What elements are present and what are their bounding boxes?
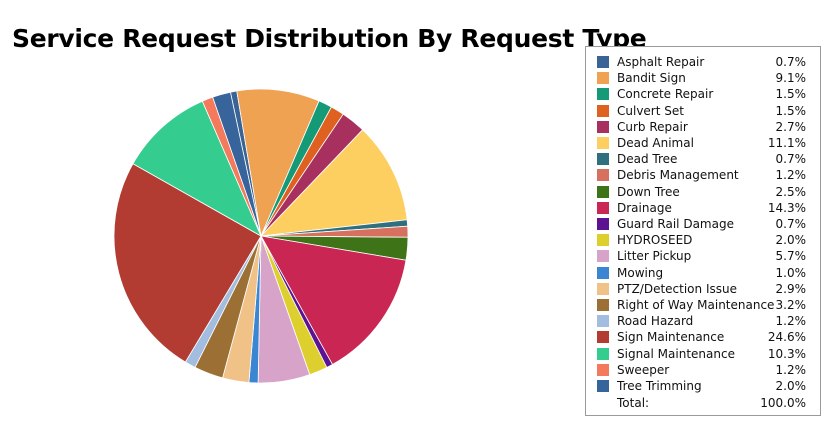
legend-swatch (597, 347, 609, 360)
legend-swatch (597, 153, 609, 166)
legend-swatch (597, 56, 609, 68)
legend-label: Culvert Set (617, 103, 684, 118)
legend-value: 0.7% (775, 55, 807, 69)
legend-label: Guard Rail Damage (617, 217, 734, 231)
legend-swatch (597, 363, 609, 376)
legend-value: 2.5% (775, 184, 807, 199)
legend-label: Road Hazard (617, 314, 694, 329)
legend-swatch (597, 218, 609, 230)
legend-label: Dead Tree (617, 152, 678, 167)
legend-label: HYDROSEED (617, 233, 693, 248)
legend-swatch (597, 72, 609, 85)
legend-item-signal-maintenance: Signal Maintenance 10.3% (586, 346, 820, 362)
legend-item-hydroseed: HYDROSEED 2.0% (586, 232, 820, 248)
legend-item-mowing: Mowing 1.0% (586, 265, 820, 281)
pie-slice-dead-animal (259, 129, 408, 237)
legend-swatch (597, 201, 609, 214)
legend-value: 2.0% (775, 379, 807, 393)
pie-slice-tree-trimming (212, 91, 262, 237)
legend-label: Signal Maintenance (617, 346, 735, 361)
pie-slice-bandit-sign (236, 88, 320, 238)
legend-label: Litter Pickup (617, 249, 692, 264)
legend-item-road-hazard: Road Hazard 1.2% (586, 313, 820, 329)
legend-value: 2.0% (775, 233, 807, 248)
legend-item-guard-rail-damage: Guard Rail Damage 0.7% (586, 216, 820, 232)
legend-label: Sign Maintenance (617, 330, 725, 345)
legend-swatch (597, 331, 609, 344)
legend-label: Concrete Repair (617, 87, 714, 102)
legend-swatch (597, 234, 609, 247)
legend-swatch (597, 185, 609, 198)
pie-slice-signal-maintenance (132, 100, 262, 237)
legend-value: 9.1% (775, 71, 807, 86)
legend: Asphalt Repair 0.7% Bandit Sign 9.1% Concret… (585, 46, 821, 416)
legend-value: 24.6% (767, 330, 806, 345)
legend-label: Drainage (617, 200, 672, 215)
legend-label: Right of Way Maintenance (617, 298, 775, 312)
legend-item-dead-tree: Dead Tree 0.7% (586, 151, 820, 167)
legend-swatch (597, 137, 609, 149)
legend-swatch (597, 315, 609, 328)
legend-value: 11.1% (767, 136, 806, 150)
legend-swatch (597, 250, 609, 263)
legend-value: 2.7% (775, 119, 807, 134)
legend-swatch (597, 104, 609, 117)
legend-value: 1.2% (775, 314, 807, 329)
legend-value: 1.2% (775, 168, 807, 183)
legend-item-sweeper: Sweeper 1.2% (586, 362, 820, 378)
legend-total-value: 100.0% (760, 396, 806, 411)
legend-value: 1.2% (775, 362, 807, 377)
legend-swatch (597, 266, 609, 279)
legend-total-row: Total: 100.0% (586, 395, 820, 411)
legend-value: 1.5% (775, 87, 807, 102)
legend-label: PTZ/Detection Issue (617, 281, 737, 296)
legend-value: 0.7% (775, 152, 807, 167)
legend-label: Tree Trimming (617, 379, 702, 393)
pie-slice-sign-maintenance (113, 163, 262, 363)
legend-swatch (597, 282, 609, 295)
legend-value: 1.5% (775, 103, 807, 118)
legend-total-label: Total: (617, 396, 650, 411)
legend-value: 0.7% (775, 217, 807, 231)
legend-item-bandit-sign: Bandit Sign 9.1% (586, 70, 820, 86)
legend-item-dead-animal: Dead Animal 11.1% (586, 135, 820, 151)
legend-item-ptz-detection-issue: PTZ/Detection Issue 2.9% (586, 281, 820, 297)
legend-swatch (597, 299, 609, 311)
legend-item-culvert-set: Culvert Set 1.5% (586, 103, 820, 119)
legend-label: Curb Repair (617, 119, 688, 134)
legend-item-debris-management: Debris Management 1.2% (586, 167, 820, 183)
legend-value: 2.9% (775, 281, 807, 296)
legend-value: 5.7% (775, 249, 807, 264)
legend-item-tree-trimming: Tree Trimming 2.0% (586, 378, 820, 394)
legend-label: Down Tree (617, 184, 680, 199)
legend-item-concrete-repair: Concrete Repair 1.5% (586, 86, 820, 102)
legend-label: Sweeper (617, 362, 670, 377)
legend-label: Asphalt Repair (617, 55, 705, 69)
pie-slices (113, 88, 409, 384)
legend-value: 1.0% (775, 265, 807, 280)
chart-title: Service Request Distribution By Request … (12, 24, 647, 53)
legend-item-drainage: Drainage 14.3% (586, 200, 820, 216)
legend-label: Bandit Sign (617, 71, 686, 86)
legend-item-litter-pickup: Litter Pickup 5.7% (586, 248, 820, 264)
legend-swatch (597, 169, 609, 182)
pie-slice-drainage (260, 235, 407, 366)
legend-swatch (597, 380, 609, 392)
legend-swatch (597, 88, 609, 101)
legend-item-sign-maintenance: Sign Maintenance 24.6% (586, 329, 820, 345)
legend-swatch (597, 120, 609, 133)
legend-item-asphalt-repair: Asphalt Repair 0.7% (586, 54, 820, 70)
legend-label: Mowing (617, 265, 664, 280)
legend-value: 14.3% (767, 200, 806, 215)
legend-item-right-of-way-maintenance: Right of Way Maintenance 3.2% (586, 297, 820, 313)
legend-value: 3.2% (775, 298, 807, 312)
legend-item-curb-repair: Curb Repair 2.7% (586, 119, 820, 135)
legend-label: Dead Animal (617, 136, 694, 150)
legend-item-down-tree: Down Tree 2.5% (586, 184, 820, 200)
legend-label: Debris Management (617, 168, 739, 183)
legend-value: 10.3% (767, 346, 806, 361)
